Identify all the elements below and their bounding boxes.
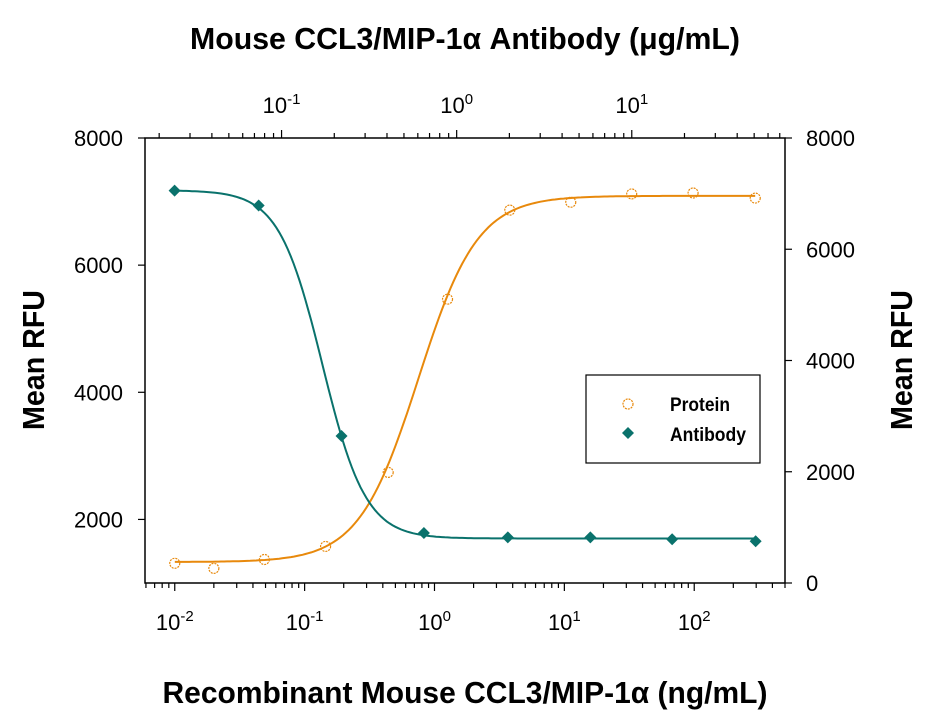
- antibody-data-point: [666, 533, 679, 546]
- legend-marker-antibody: [622, 427, 634, 439]
- right-axis-tick-label: 6000: [806, 237, 855, 262]
- right-axis-tick-label: 0: [806, 571, 818, 596]
- top-axis-title: Mouse CCL3/MIP-1α Antibody (μg/mL): [190, 21, 740, 56]
- bottom-axis-tick-label: 101: [548, 608, 581, 635]
- right-axis-tick-label: 8000: [806, 126, 855, 151]
- bottom-axis-title: Recombinant Mouse CCL3/MIP-1α (ng/mL): [163, 675, 768, 710]
- protein-data-point: [169, 557, 181, 569]
- antibody-data-point: [335, 429, 348, 442]
- protein-fit-curve: [174, 194, 756, 563]
- left-axis-tick-label: 4000: [74, 380, 123, 405]
- legend-label-antibody: Antibody: [670, 425, 746, 446]
- protein-data-point: [504, 204, 516, 216]
- top-axis-tick-label: 101: [615, 91, 648, 118]
- top-axis-tick-label: 100: [440, 91, 473, 118]
- legend-marker-protein: [622, 398, 634, 410]
- legend-label-protein: Protein: [670, 395, 730, 416]
- protein-data-point: [749, 192, 761, 204]
- protein-data-point: [258, 553, 270, 566]
- antibody-data-point: [749, 535, 762, 548]
- right-axis-tick-label: 2000: [806, 460, 855, 485]
- bottom-axis-tick-label: 10-2: [156, 608, 194, 635]
- protein-data-point: [208, 562, 220, 574]
- top-axis-tick-label: 10-1: [263, 91, 301, 118]
- bottom-axis-tick-label: 102: [678, 608, 711, 635]
- protein-data-point: [382, 466, 394, 478]
- legend: Protein Antibody: [585, 374, 761, 464]
- antibody-data-point: [417, 527, 430, 540]
- bottom-axis-tick-label: 100: [418, 608, 451, 635]
- left-axis-tick-label: 8000: [74, 126, 123, 151]
- antibody-data-point: [168, 184, 181, 197]
- protein-data-point: [565, 196, 577, 208]
- plot-frame: [144, 137, 786, 584]
- antibody-data-point: [252, 199, 265, 212]
- protein-data-point: [319, 540, 332, 553]
- legend-box: [585, 374, 761, 464]
- left-axis-tick-label: 6000: [74, 253, 123, 278]
- antibody-fit-curve: [174, 189, 756, 540]
- right-axis-title: Mean RFU: [884, 290, 919, 430]
- left-axis-title: Mean RFU: [16, 290, 51, 430]
- bottom-axis-tick-label: 10-1: [286, 608, 324, 635]
- left-axis-tick-label: 2000: [74, 507, 123, 532]
- protein-data-point: [687, 187, 699, 199]
- antibody-data-point: [584, 531, 597, 544]
- right-axis-tick-label: 4000: [806, 349, 855, 374]
- antibody-data-point: [501, 531, 514, 544]
- protein-data-point: [626, 188, 638, 200]
- protein-data-point: [441, 293, 454, 305]
